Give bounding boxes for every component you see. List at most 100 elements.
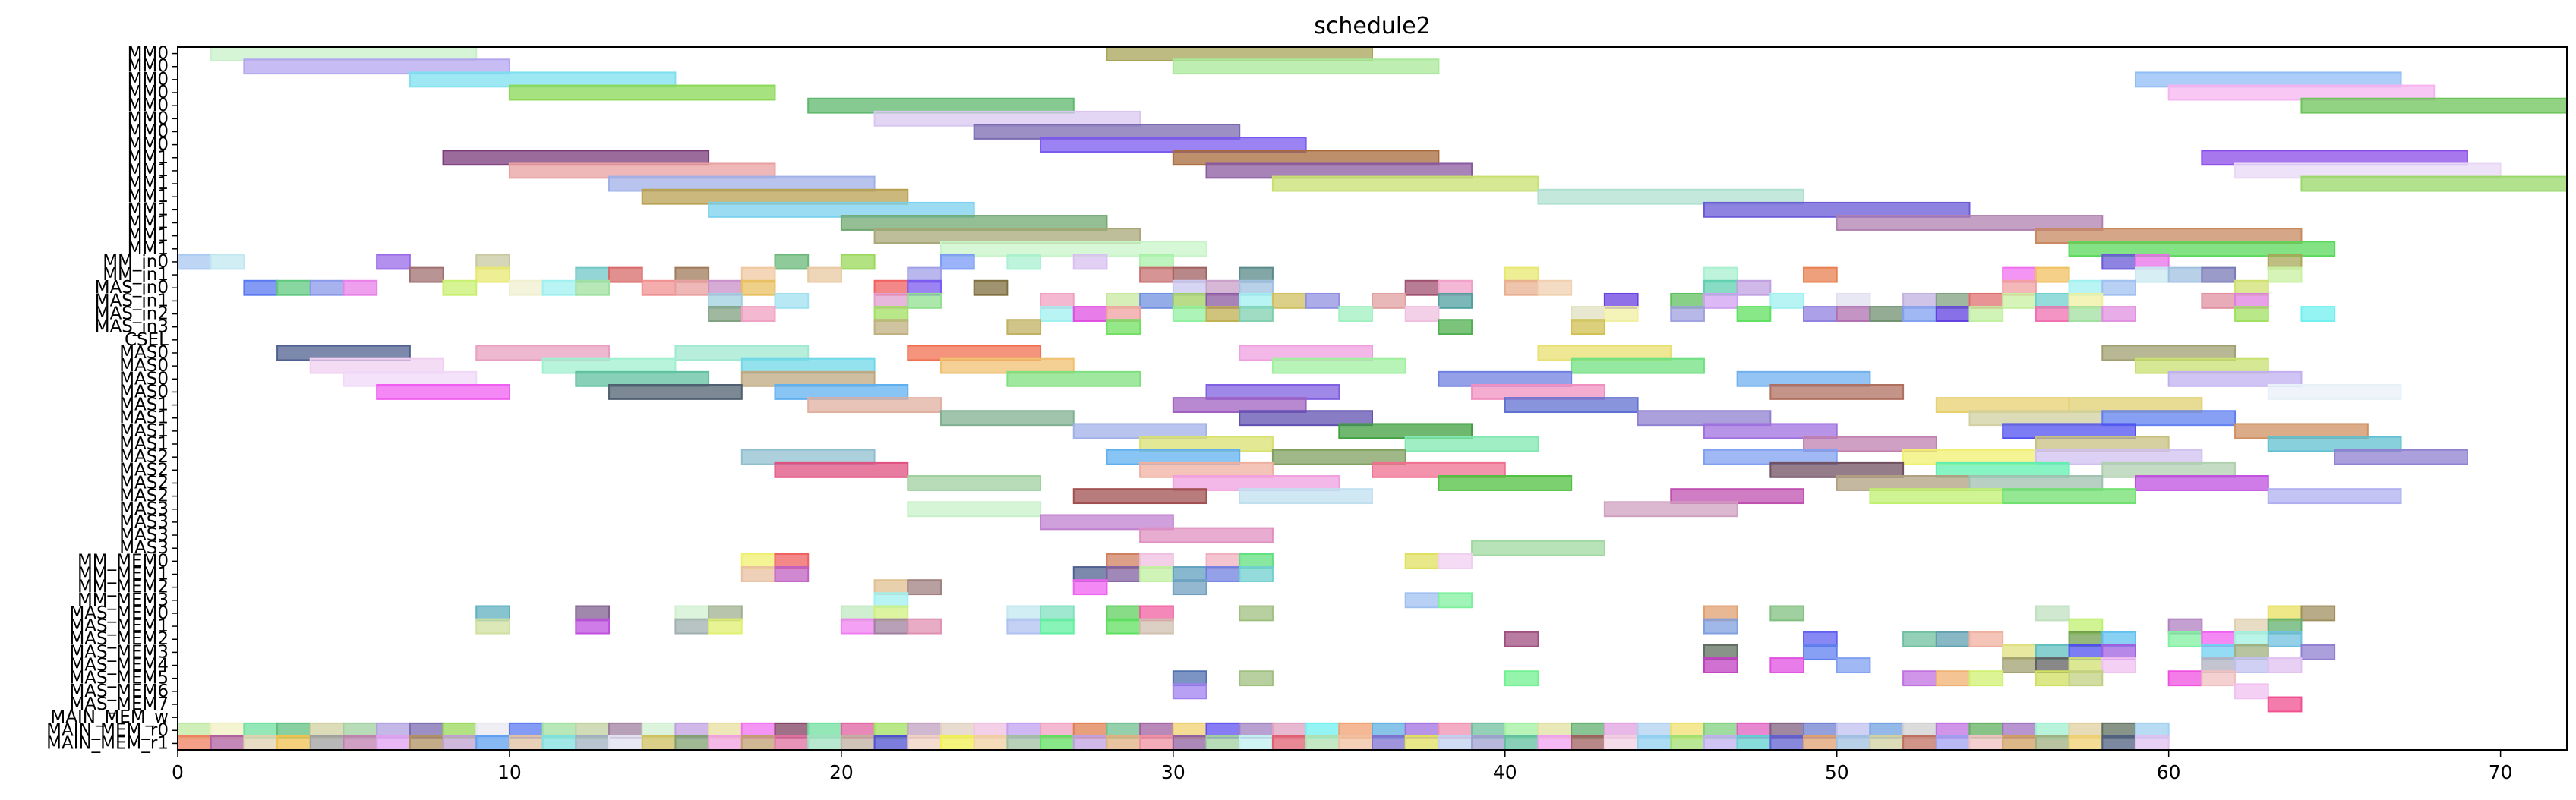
x-tick-label: 30: [1161, 761, 1185, 783]
schedule-bar: [973, 722, 1009, 739]
schedule-bar: [1571, 722, 1605, 739]
schedule-bar: [1139, 436, 1274, 452]
schedule-bar: [1537, 279, 1573, 296]
schedule-bar: [2267, 383, 2402, 400]
schedule-bar: [1869, 306, 1905, 322]
schedule-bar: [376, 254, 411, 270]
schedule-bar: [1239, 488, 1373, 505]
y-tick-label: MM1: [128, 200, 169, 219]
x-tick-label: 50: [1825, 761, 1849, 783]
y-tick-label: MM1: [128, 226, 169, 246]
schedule-bar: [1637, 722, 1672, 739]
schedule-bar: [2002, 722, 2037, 739]
schedule-bar: [2068, 657, 2104, 673]
schedule-bar: [1139, 553, 1174, 569]
schedule-bar: [575, 618, 611, 635]
schedule-bar: [1803, 266, 1838, 283]
schedule-bar: [1803, 722, 1838, 739]
schedule-bar: [774, 553, 810, 569]
schedule-bar: [1571, 306, 1605, 322]
schedule-bar: [873, 319, 909, 335]
schedule-bar: [1106, 618, 1141, 635]
schedule-bar: [774, 254, 810, 270]
y-tick-label: MM_in1: [103, 265, 169, 285]
schedule-bar: [2134, 475, 2269, 491]
schedule-bar: [1006, 722, 1042, 739]
schedule-bar: [1172, 475, 1340, 491]
y-tick-label: MM0: [128, 109, 169, 128]
schedule-bar: [2002, 266, 2037, 283]
y-tick-label: MAS1: [119, 395, 169, 415]
schedule-bar: [1404, 553, 1440, 569]
schedule-bar: [276, 735, 311, 751]
schedule-bar: [2201, 644, 2237, 660]
schedule-bar: [1172, 722, 1208, 739]
schedule-bar: [1803, 644, 1838, 660]
schedule-bar: [2101, 657, 2136, 673]
schedule-bar: [1968, 410, 2104, 427]
schedule-bar: [1769, 461, 1905, 478]
schedule-bar: [541, 735, 577, 751]
schedule-bar: [475, 605, 510, 622]
schedule-bar: [2201, 292, 2237, 309]
schedule-bar: [2234, 631, 2269, 647]
schedule-bar: [840, 618, 876, 635]
schedule-bar: [1836, 722, 1871, 739]
schedule-bar: [309, 735, 345, 751]
schedule-bar: [1902, 306, 1937, 322]
schedule-bar: [243, 722, 279, 739]
schedule-bar: [2035, 644, 2070, 660]
schedule-bar: [2300, 644, 2336, 660]
schedule-bar: [608, 175, 876, 192]
schedule-bar: [939, 410, 1075, 427]
schedule-bar: [2068, 306, 2104, 322]
schedule-bar: [1239, 306, 1274, 322]
schedule-bar: [1935, 735, 1971, 751]
y-tick-label: MAS3: [119, 499, 169, 519]
schedule-bar: [1438, 319, 1473, 335]
schedule-bar: [309, 722, 345, 739]
schedule-bar: [740, 266, 776, 283]
schedule-bar: [641, 722, 677, 739]
schedule-bar: [2234, 279, 2269, 296]
schedule-bar: [1703, 618, 1738, 635]
schedule-bar: [774, 461, 909, 478]
schedule-bar: [2035, 292, 2070, 309]
schedule-bar: [1172, 306, 1208, 322]
schedule-bar: [2101, 254, 2136, 270]
schedule-bar: [608, 383, 743, 400]
schedule-bar: [2267, 696, 2303, 713]
x-tick-label: 20: [829, 761, 854, 783]
schedule-bar: [2101, 279, 2136, 296]
schedule-bar: [2201, 657, 2237, 673]
y-tick-label: MAS_MEM0: [69, 603, 169, 623]
y-tick-label: MAS2: [119, 460, 169, 480]
schedule-bar: [2234, 292, 2269, 309]
schedule-bar: [2201, 266, 2237, 283]
schedule-bar: [1106, 292, 1141, 309]
schedule-bar: [1703, 292, 1738, 309]
schedule-bar: [774, 722, 810, 739]
schedule-bar: [1139, 527, 1274, 543]
schedule-bar: [442, 735, 478, 751]
schedule-bar: [1670, 306, 1705, 322]
schedule-bar: [309, 357, 444, 374]
schedule-bar: [2002, 279, 2037, 296]
schedule-bar: [1072, 423, 1208, 439]
schedule-bar: [1106, 319, 1141, 335]
schedule-bar: [1902, 449, 2037, 465]
schedule-bar: [1271, 735, 1307, 751]
y-tick-label: MAS_in2: [95, 304, 169, 324]
y-tick-label: MM0: [128, 70, 169, 90]
schedule-bar: [708, 201, 975, 218]
schedule-bar: [1305, 735, 1340, 751]
schedule-bar: [475, 266, 510, 283]
y-tick-label: MM0: [128, 121, 169, 141]
schedule-bar: [2201, 150, 2468, 166]
schedule-bar: [2234, 162, 2502, 179]
schedule-bar: [1006, 618, 1042, 635]
schedule-bar: [1139, 566, 1174, 582]
schedule-bar: [1703, 266, 1738, 283]
schedule-bar: [177, 722, 212, 739]
schedule-bar: [2134, 254, 2170, 270]
